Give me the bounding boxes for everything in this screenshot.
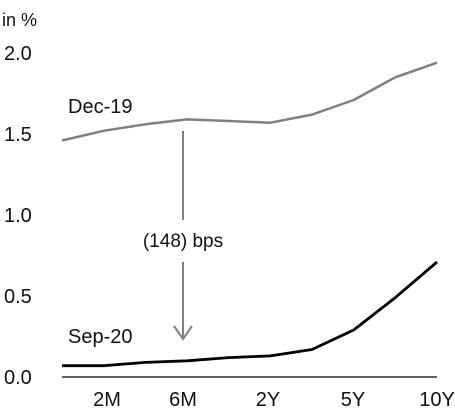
x-tick-label: 2Y	[256, 389, 280, 411]
series-label-dec-19: Dec-19	[68, 96, 132, 118]
x-tick-label: 2M	[93, 389, 121, 411]
y-tick-label: 1.0	[4, 205, 32, 227]
x-tick-label: 5Y	[341, 389, 365, 411]
unit-label: in %	[2, 10, 37, 30]
y-tick-label: 1.5	[4, 124, 32, 146]
x-tick-label: 10Y	[419, 389, 455, 411]
y-tick-label: 2.0	[4, 43, 32, 65]
y-tick-label: 0.5	[4, 286, 32, 308]
annotation-label: (148) bps	[143, 231, 223, 252]
series-line-dec-19	[61, 61, 438, 142]
annotation-arrow-head	[173, 325, 193, 341]
x-tick-label: 6M	[169, 389, 197, 411]
series-line-sep-20	[62, 260, 438, 368]
series-label-sep-20: Sep-20	[68, 326, 133, 348]
y-tick-label: 0.0	[4, 367, 32, 389]
